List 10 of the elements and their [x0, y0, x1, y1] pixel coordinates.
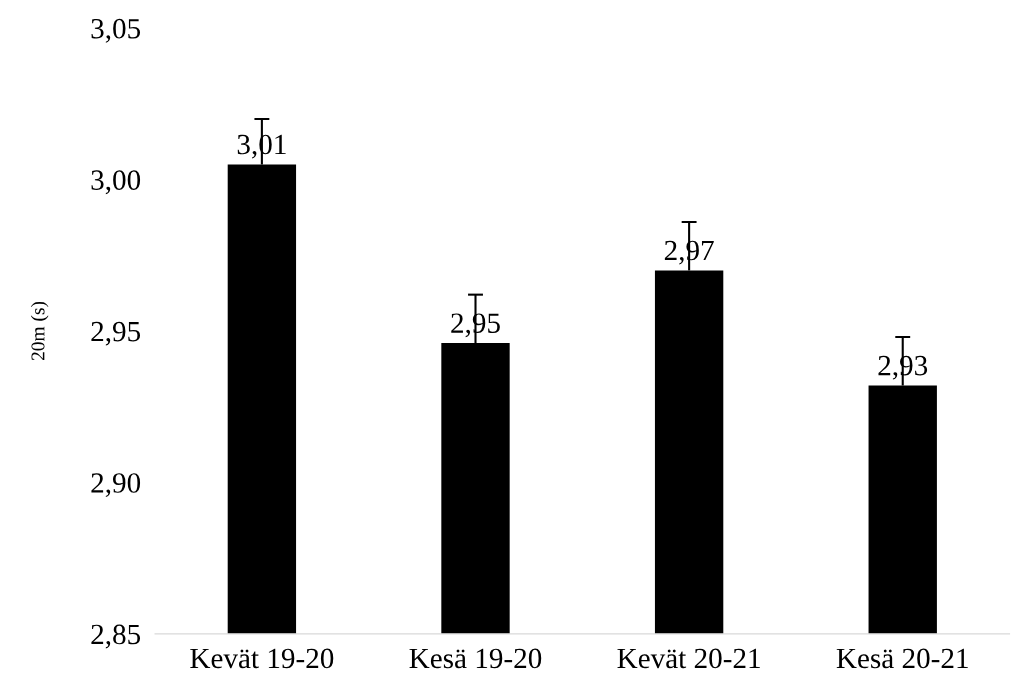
y-tick-label: 2,85	[91, 624, 141, 649]
y-tick-label: 3,00	[91, 170, 141, 195]
x-tick-label: Kevät 19-20	[190, 648, 334, 669]
y-tick-label: 3,05	[91, 18, 141, 43]
x-tick-label: Kevät 20-21	[617, 648, 760, 669]
y-axis-title: 20m (s)	[30, 301, 49, 361]
y-tick-label: 2,90	[91, 473, 141, 498]
x-tick-label: Kesä 20-21	[836, 648, 968, 669]
x-tick-label: Kesä 19-20	[409, 648, 542, 669]
y-tick-label: 2,95	[91, 321, 141, 346]
